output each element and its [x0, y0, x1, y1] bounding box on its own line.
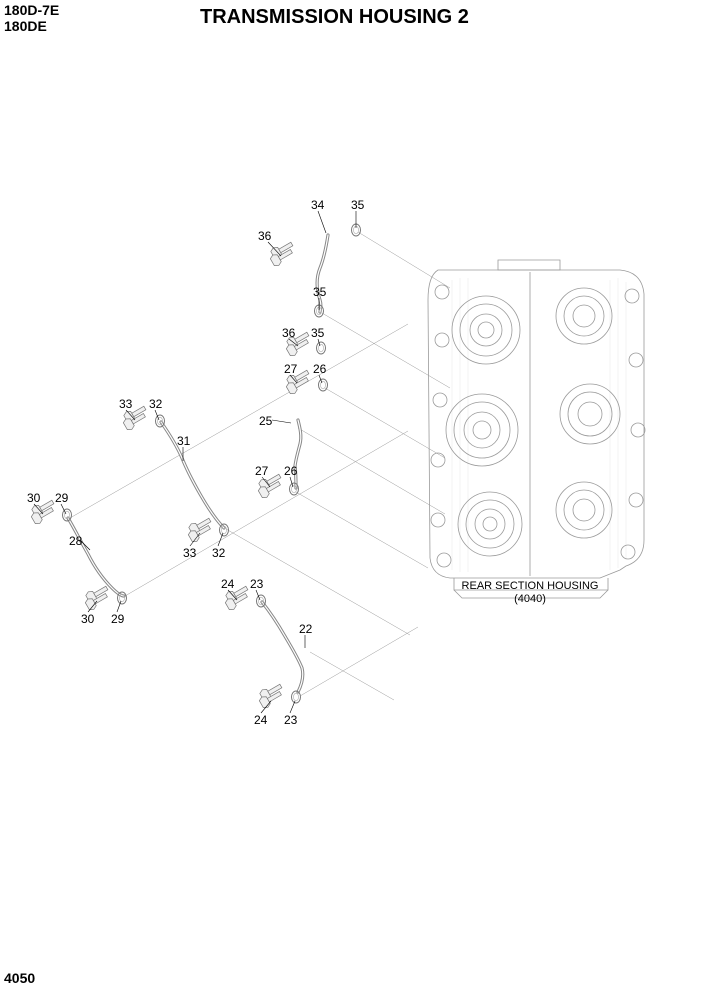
- bolts-group: [27, 239, 314, 710]
- callout-35c: 35: [311, 326, 324, 340]
- callout-33a: 33: [119, 397, 132, 411]
- housing-sub-label: REAR SECTION HOUSING (4040): [440, 580, 620, 605]
- tube-31: [161, 422, 224, 528]
- callout-33b: 33: [183, 546, 196, 560]
- rear-section-housing: [428, 260, 645, 598]
- diagram-canvas: [0, 0, 702, 992]
- callout-24a: 24: [221, 577, 234, 591]
- callout-28: 28: [69, 534, 82, 548]
- bolt-icon: [184, 515, 216, 544]
- callout-32b: 32: [212, 546, 225, 560]
- callout-36b: 36: [282, 326, 295, 340]
- callout-29a: 29: [55, 491, 68, 505]
- o-ring-icon: [319, 379, 328, 391]
- housing-label-line2: (4040): [514, 593, 546, 605]
- bolt-icon: [81, 583, 113, 612]
- bolt-icon: [255, 681, 287, 710]
- bolt-icon: [266, 239, 298, 268]
- callout-30b: 30: [81, 612, 94, 626]
- callout-25: 25: [259, 414, 272, 428]
- callout-35a: 35: [351, 198, 364, 212]
- callout-32a: 32: [149, 397, 162, 411]
- callout-35b: 35: [313, 285, 326, 299]
- callout-24b: 24: [254, 713, 267, 727]
- callout-22: 22: [299, 622, 312, 636]
- callout-26b: 26: [284, 464, 297, 478]
- callout-27a: 27: [284, 362, 297, 376]
- leader-lines: [34, 211, 356, 713]
- callout-26a: 26: [313, 362, 326, 376]
- tube-28: [68, 518, 124, 596]
- o-ring-icon: [317, 342, 326, 354]
- callout-29b: 29: [111, 612, 124, 626]
- callout-27b: 27: [255, 464, 268, 478]
- callout-34: 34: [311, 198, 324, 212]
- callout-36a: 36: [258, 229, 271, 243]
- tube-22: [262, 602, 303, 692]
- callout-31: 31: [177, 434, 190, 448]
- callout-23b: 23: [284, 713, 297, 727]
- housing-label-line1: REAR SECTION HOUSING: [462, 580, 599, 592]
- callout-23a: 23: [250, 577, 263, 591]
- o-ring-icon: [118, 592, 127, 604]
- callout-30a: 30: [27, 491, 40, 505]
- o-ring-icon: [292, 691, 301, 703]
